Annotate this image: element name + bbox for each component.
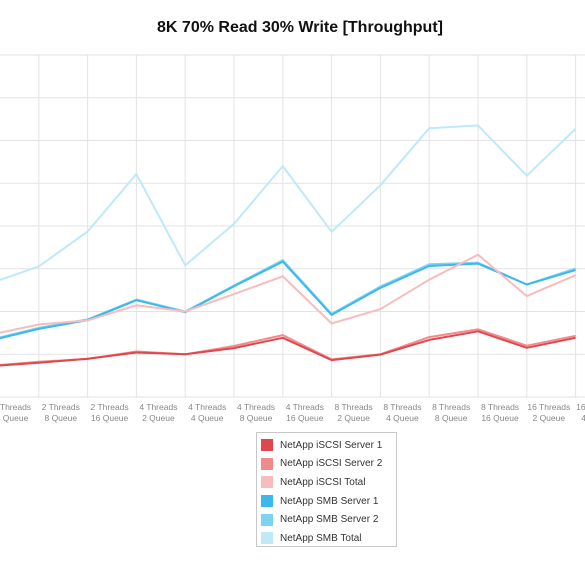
x-tick-label: 2 Threads: [42, 402, 80, 412]
x-tick-label: 4 Threads: [286, 402, 324, 412]
chart-grid: [0, 54, 585, 398]
legend-item: NetApp SMB Server 2: [261, 510, 396, 529]
x-tick-label: 2 Threads: [0, 402, 31, 412]
chart-series-lines: [0, 124, 577, 367]
x-tick-label: 2 Queue: [532, 413, 565, 423]
x-tick-label: 4 Queue: [581, 413, 585, 423]
legend-label: NetApp SMB Server 1: [280, 495, 379, 507]
legend-item: NetApp iSCSI Server 1: [261, 436, 396, 455]
x-tick-label: 16 Queue: [481, 413, 519, 423]
x-tick-label: 2 Threads: [91, 402, 129, 412]
x-tick-label: 4 Queue: [191, 413, 224, 423]
legend-item: NetApp SMB Server 1: [261, 492, 396, 511]
x-tick-label: 2 Queue: [142, 413, 175, 423]
series-line-4: [0, 259, 576, 339]
x-tick-label: 4 Threads: [139, 402, 177, 412]
series-line-2: [0, 253, 576, 334]
legend-swatch: [261, 457, 273, 470]
x-tick-label: 2 Queue: [337, 413, 370, 423]
x-tick-label: 8 Queue: [44, 413, 77, 423]
x-tick-label: 4 Queue: [0, 413, 29, 423]
legend-label: NetApp SMB Server 2: [280, 514, 379, 526]
x-tick-label: 16 Queue: [286, 413, 324, 423]
legend-item: NetApp iSCSI Total: [261, 473, 396, 492]
x-tick-label: 4 Threads: [188, 402, 226, 412]
legend-swatch: [261, 532, 273, 545]
x-tick-label: 8 Queue: [435, 413, 468, 423]
legend-swatch: [261, 495, 273, 508]
x-tick-label: 8 Threads: [432, 402, 470, 412]
x-tick-label: 16 Threads: [576, 402, 585, 412]
x-tick-label: 16 Queue: [91, 413, 129, 423]
chart-legend: NetApp iSCSI Server 1 NetApp iSCSI Server…: [256, 432, 397, 547]
x-tick-label: 8 Queue: [240, 413, 273, 423]
legend-item: NetApp SMB Total: [261, 529, 396, 548]
series-line-3: [0, 260, 576, 340]
legend-item: NetApp iSCSI Server 2: [261, 455, 396, 474]
series-line-5: [0, 124, 577, 282]
x-tick-label: 16 Threads: [527, 402, 570, 412]
chart-title: 8K 70% Read 30% Write [Throughput]: [157, 19, 443, 36]
legend-label: NetApp SMB Total: [280, 532, 362, 544]
x-tick-label: 8 Threads: [383, 402, 421, 412]
legend-swatch: [261, 513, 273, 526]
legend-label: NetApp iSCSI Server 1: [280, 439, 383, 451]
x-tick-label: 8 Threads: [335, 402, 373, 412]
legend-label: NetApp iSCSI Total: [280, 476, 366, 488]
x-tick-label: 4 Threads: [237, 402, 275, 412]
legend-swatch: [261, 476, 273, 489]
legend-label: NetApp iSCSI Server 2: [280, 458, 383, 470]
legend-swatch: [261, 439, 273, 452]
x-tick-label: 8 Threads: [481, 402, 519, 412]
series-line-0: [0, 330, 576, 367]
x-tick-label: 4 Queue: [386, 413, 419, 423]
